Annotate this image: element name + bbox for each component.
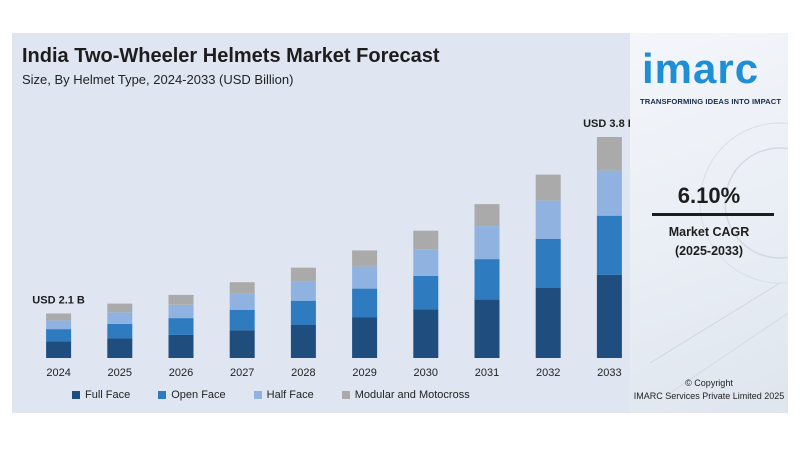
bar-segment-2025-half-face [107, 312, 133, 324]
bar-segment-2025-modular-and-motocross [107, 303, 133, 313]
bar-segment-2031-half-face [474, 226, 500, 260]
bar-segment-2024-modular-and-motocross [46, 313, 72, 321]
bar-segment-2027-half-face [229, 293, 255, 310]
bar-segment-2028-half-face [290, 281, 316, 301]
cagr-label-line2: (2025-2033) [674, 244, 744, 258]
bar-segment-2028-modular-and-motocross [290, 267, 316, 282]
x-tick-label-2031: 2031 [475, 367, 499, 379]
bar-segment-2032-half-face [535, 200, 561, 239]
cagr-value: 6.10% [677, 183, 741, 208]
legend-item-open-face: Open Face [158, 389, 226, 401]
cagr-label-line1: Market CAGR [668, 225, 750, 239]
bar-segment-2024-open-face [46, 329, 72, 342]
bar-segment-2031-full-face [474, 299, 500, 358]
bar-segment-2033-open-face [596, 215, 622, 275]
bar-segment-2024-half-face [46, 320, 72, 330]
x-tick-label-2024: 2024 [46, 367, 70, 379]
legend-label: Open Face [171, 389, 226, 401]
chart-legend: Full Face Open Face Half Face Modular and M… [72, 389, 498, 401]
legend-swatch [158, 391, 167, 399]
bar-segment-2031-modular-and-motocross [474, 204, 500, 227]
bar-segment-2027-full-face [229, 330, 255, 358]
decorative-background-graphic [649, 122, 788, 394]
bar-segment-2030-half-face [413, 249, 439, 276]
legend-swatch [341, 391, 350, 399]
x-tick-label-2030: 2030 [414, 367, 438, 379]
side-panel: imarc TRANSFORMING IDEAS INTO IMPACT 6.1… [630, 33, 788, 413]
legend-item-full-face: Full Face [72, 389, 130, 401]
copyright-line2: IMARC Services Private Limited 2025 [633, 391, 785, 401]
bar-segment-2033-modular-and-motocross [596, 137, 622, 171]
x-tick-label-2033: 2033 [597, 367, 621, 379]
x-tick-label-2025: 2025 [108, 367, 132, 379]
legend-label: Half Face [266, 389, 314, 401]
legend-label: Modular and Motocross [354, 389, 470, 401]
value-annotation-2024: USD 2.1 B [32, 295, 85, 307]
bar-segment-2029-half-face [352, 266, 378, 289]
legend-swatch [72, 391, 80, 399]
bar-segment-2028-open-face [290, 300, 316, 325]
bar-segment-2030-modular-and-motocross [413, 230, 439, 250]
bar-segment-2030-open-face [413, 275, 439, 310]
legend-label: Full Face [85, 389, 131, 401]
logo-wordmark: imarc [642, 45, 760, 92]
x-tick-label-2032: 2032 [536, 367, 560, 379]
logo-tagline: TRANSFORMING IDEAS INTO IMPACT [640, 97, 782, 106]
chart-panel: India Two-Wheeler Helmets Market Forecas… [12, 33, 630, 413]
bar-segment-2025-full-face [107, 338, 133, 358]
x-tick-label-2027: 2027 [230, 367, 254, 379]
cagr-divider [652, 213, 774, 216]
x-tick-label-2029: 2029 [352, 367, 376, 379]
bar-segment-2026-modular-and-motocross [168, 294, 194, 305]
bar-segment-2032-full-face [535, 288, 561, 358]
bar-segment-2032-modular-and-motocross [535, 174, 561, 201]
bar-segment-2026-open-face [168, 318, 194, 335]
chart-title: India Two-Wheeler Helmets Market Forecas… [22, 45, 440, 67]
bar-segment-2029-modular-and-motocross [352, 250, 378, 267]
x-tick-label-2026: 2026 [169, 367, 193, 379]
bar-segment-2031-open-face [474, 259, 500, 300]
bar-segment-2029-full-face [352, 317, 378, 358]
bar-segment-2029-open-face [352, 288, 378, 318]
imarc-logo: imarc TRANSFORMING IDEAS INTO IMPACT [640, 41, 786, 113]
cagr-label: Market CAGR (2025-2033) [630, 223, 788, 261]
bar-segment-2025-open-face [107, 323, 133, 339]
legend-item-half-face: Half Face [253, 389, 314, 401]
copyright-line1: © Copyright [685, 378, 733, 388]
bar-segment-2026-half-face [168, 304, 194, 319]
bar-segment-2028-full-face [290, 325, 316, 358]
bar-segment-2033-half-face [596, 170, 622, 216]
bar-segment-2032-open-face [535, 238, 561, 288]
bar-segment-2027-open-face [229, 310, 255, 331]
bar-segment-2033-full-face [596, 274, 622, 358]
bar-segment-2030-full-face [413, 309, 439, 358]
legend-swatch [253, 391, 262, 399]
copyright-notice: © Copyright IMARC Services Private Limit… [630, 377, 788, 403]
bar-segment-2027-modular-and-motocross [229, 282, 255, 294]
chart-subtitle: Size, By Helmet Type, 2024-2033 (USD Bil… [22, 72, 294, 87]
bar-segment-2024-full-face [46, 341, 72, 358]
bar-segment-2026-full-face [168, 334, 194, 358]
x-tick-label-2028: 2028 [291, 367, 315, 379]
stacked-bar-chart: 2024 2025 2026 2027 2028 2029 2030 2031 2032 2033… [32, 118, 630, 379]
legend-item-modular-and-motocross: Modular and Motocross [341, 389, 470, 401]
infographic-card: India Two-Wheeler Helmets Market Forecas… [12, 33, 788, 413]
value-annotation-2033: USD 3.8 B [583, 118, 630, 130]
